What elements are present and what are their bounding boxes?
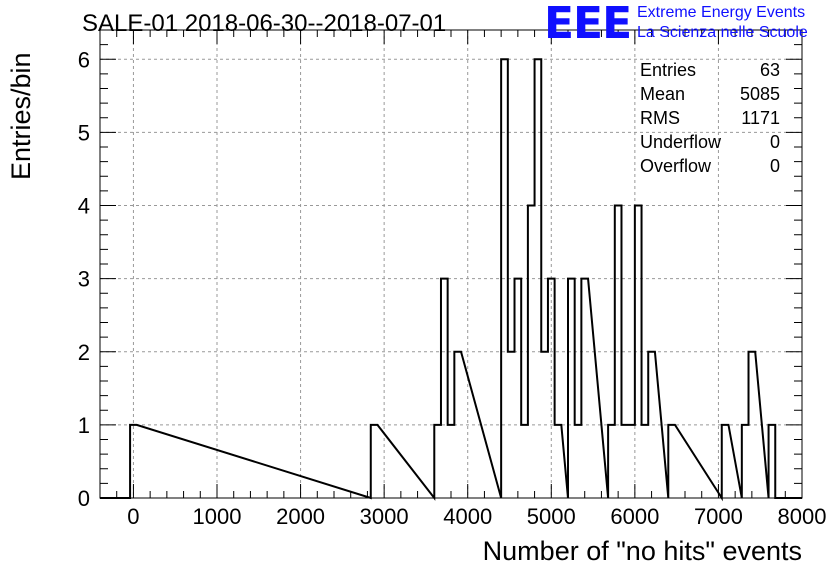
histogram-bin [608,425,615,498]
histogram-bin [615,206,622,499]
histogram-bin [454,352,461,498]
histogram-bin [642,425,649,498]
histogram-bin [668,425,675,498]
histogram-bin [742,425,749,498]
logo-line-1: Extreme Energy Events [637,4,806,21]
logo-line-2: La Scienza nelle Scuole [637,24,808,41]
histogram-bin [508,352,515,498]
histogram-bin [581,279,588,498]
histogram-bin [628,425,635,498]
histogram-bin [769,425,776,498]
histogram-outline [100,58,802,502]
histogram-bin [535,59,542,498]
stats-value: 0 [769,132,780,152]
histogram-bin [434,425,441,498]
histogram-bin [541,352,548,498]
stats-row-entries: Entries 63 [640,58,780,82]
stats-label: Overflow [640,156,712,176]
histogram-bin [371,425,378,498]
histogram-bin [749,352,756,498]
histogram-bin [521,425,528,498]
x-tick-label: 4000 [443,504,492,529]
histogram-bin [635,206,642,499]
stats-value: 5085 [739,84,780,104]
y-tick-label: 5 [78,120,90,145]
histogram-bin [648,352,655,498]
stats-value: 0 [769,156,780,176]
x-tick-label: 5000 [527,504,576,529]
stats-row-underflow: Underflow 0 [640,130,780,154]
histogram-bin [448,425,455,498]
x-axis-label: Number of "no hits" events [482,536,802,566]
y-axis-label: Entries/bin [6,52,36,180]
stats-box: Entries 63 Mean 5085 RMS 1171 Underflow … [640,58,780,178]
histogram-bin [441,279,448,498]
stats-value: 63 [759,60,780,80]
y-tick-label: 4 [78,194,90,219]
y-tick-label: 6 [78,47,90,72]
x-tick-label: 8000 [778,504,827,529]
stats-value: 1171 [741,108,780,128]
stats-label: Entries [640,60,697,80]
x-tick-label: 2000 [276,504,325,529]
x-tick-label: 0 [127,504,139,529]
x-tick-label: 7000 [694,504,743,529]
histogram-bin [575,425,582,498]
x-tick-label: 6000 [610,504,659,529]
x-tick-label: 3000 [360,504,409,529]
stats-label: Underflow [640,132,722,152]
stats-label: RMS [640,108,680,128]
stats-label: Mean [640,84,686,104]
histogram-bin [501,59,508,498]
stats-row-overflow: Overflow 0 [640,154,780,178]
histogram-bin [548,279,555,498]
y-tick-label: 1 [78,413,90,438]
y-tick-label: 2 [78,340,90,365]
chart-title: SALE-01 2018-06-30--2018-07-01 [82,10,447,37]
histogram-bin [515,279,522,498]
x-tick-label: 1000 [193,504,242,529]
histogram-bin [621,425,628,498]
histogram-bin [568,279,575,498]
histogram-bin [555,425,562,498]
y-tick-label: 3 [78,267,90,292]
stats-row-rms: RMS 1171 [640,106,780,130]
histogram-bin [528,206,535,499]
eee-logo: EEE [544,0,632,49]
histogram-bin [722,425,729,498]
stats-row-mean: Mean 5085 [640,82,780,106]
y-tick-label: 0 [78,486,90,511]
